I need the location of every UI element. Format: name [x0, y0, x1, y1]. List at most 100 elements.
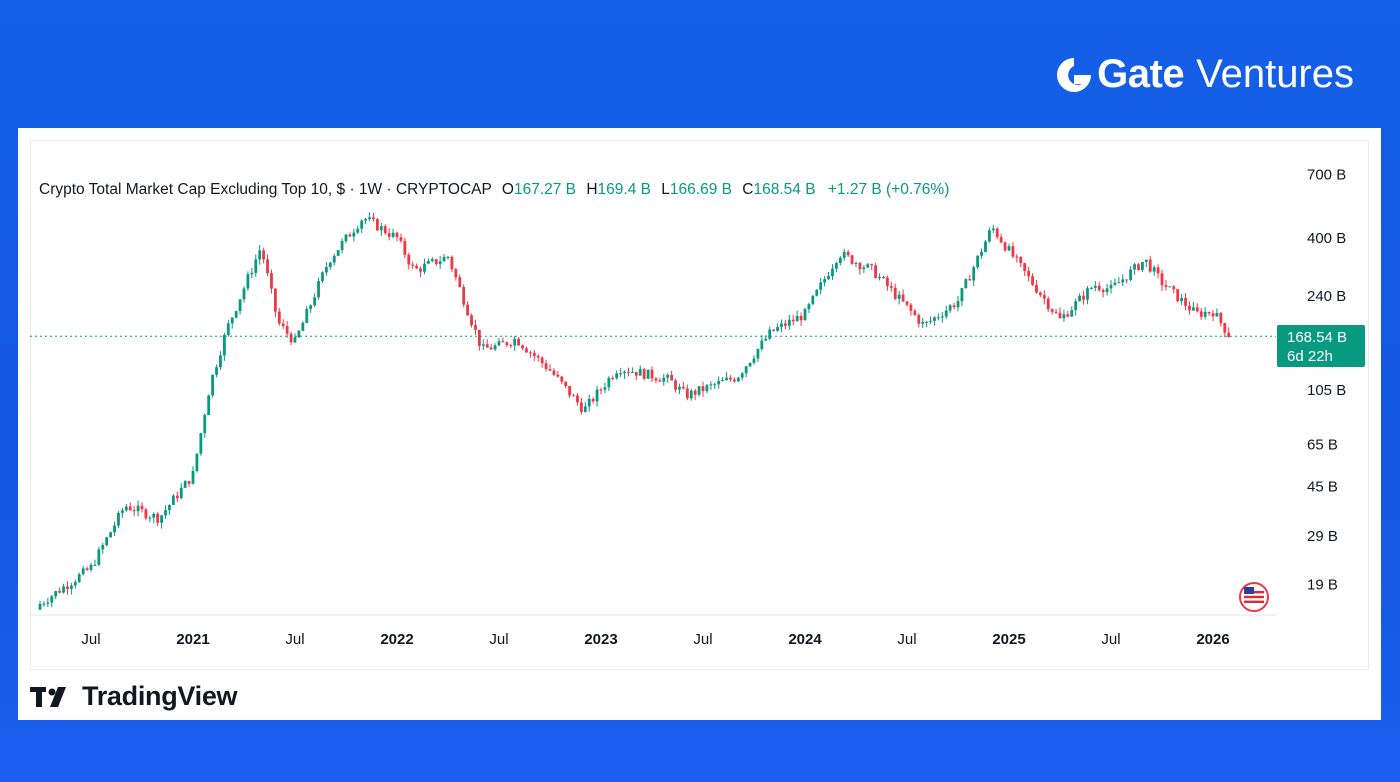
candle-body: [929, 320, 932, 322]
candle-body: [1070, 310, 1074, 317]
candle: [454, 267, 458, 281]
candle: [811, 295, 815, 306]
candle: [642, 368, 646, 381]
candle-body: [681, 386, 685, 389]
candle-body: [984, 241, 987, 253]
candle-body: [889, 286, 893, 288]
candle-body: [187, 481, 191, 484]
candle: [1184, 293, 1187, 311]
candle-body: [203, 415, 207, 434]
close-value: 168.54 B: [753, 181, 816, 198]
candle-body: [113, 525, 116, 533]
candle: [281, 319, 285, 329]
candle-body: [281, 323, 285, 327]
candle: [862, 265, 866, 273]
candle-body: [995, 228, 999, 238]
candle: [387, 228, 391, 241]
candle-body: [1109, 284, 1113, 289]
candle-body: [921, 322, 925, 324]
candle: [450, 255, 454, 273]
candle-body: [964, 279, 968, 289]
candle-body: [164, 510, 167, 516]
high-value: 169.4 B: [597, 181, 651, 198]
candle: [403, 237, 407, 259]
candle: [905, 301, 909, 307]
candle: [803, 307, 807, 321]
candle-body: [430, 259, 434, 262]
tradingview-logo[interactable]: TradingView: [30, 681, 238, 712]
candle-body: [736, 377, 740, 382]
candle: [1058, 307, 1062, 319]
x-tick-label: Jul: [489, 631, 508, 648]
candle: [222, 333, 226, 361]
candle-body: [615, 373, 619, 379]
candle-body: [799, 316, 803, 321]
candle-body: [866, 264, 870, 268]
candle-body: [332, 255, 336, 263]
candle-body: [1137, 264, 1140, 270]
candle-body: [709, 384, 713, 386]
candle: [219, 351, 222, 370]
candle-body: [226, 323, 230, 335]
candle-body: [897, 294, 901, 299]
candle-body: [266, 259, 269, 274]
candle-body: [611, 378, 615, 380]
candle-body: [823, 279, 827, 283]
candle-body: [128, 506, 132, 511]
candle: [866, 263, 870, 269]
candle: [611, 375, 615, 381]
candle: [807, 302, 811, 313]
candle: [1066, 310, 1070, 318]
candle-body: [234, 311, 238, 318]
candle: [897, 290, 901, 305]
candle: [164, 505, 167, 519]
candle: [438, 255, 442, 269]
candle: [93, 559, 97, 567]
candle-body: [674, 380, 677, 390]
candle: [509, 343, 513, 349]
candle: [583, 402, 587, 413]
candle: [430, 257, 434, 263]
candle-body: [913, 310, 917, 316]
candle-body: [324, 267, 328, 273]
candle-body: [50, 596, 54, 603]
candle-body: [1180, 297, 1184, 302]
change-value: +1.27 B (+0.76%): [827, 181, 950, 198]
candle: [713, 382, 717, 390]
candle-body: [42, 603, 46, 605]
candle: [1038, 291, 1042, 298]
candle: [740, 371, 744, 381]
candle-body: [705, 385, 709, 392]
chart-header: Crypto Total Market Cap Excluding Top 10…: [39, 181, 949, 199]
candle-body: [552, 370, 556, 375]
candle-body: [807, 304, 811, 310]
candle-body: [1160, 273, 1164, 286]
candle-body: [579, 402, 583, 413]
chart-canvas[interactable]: 700 B 400 B 240 B 105 B 65 B 45 B 29 B 19 B Jul…: [18, 128, 1381, 673]
x-tick-label: 2025: [992, 631, 1025, 648]
candle: [148, 515, 152, 523]
candle-body: [434, 259, 438, 265]
candle-body: [242, 288, 246, 300]
candle: [630, 367, 634, 374]
candle: [936, 313, 940, 321]
candle: [838, 256, 842, 266]
candle-body: [791, 319, 795, 322]
candle-body: [1097, 285, 1101, 290]
candle: [544, 359, 548, 372]
candle: [756, 348, 760, 363]
candle-body: [909, 304, 913, 311]
candle-body: [619, 373, 623, 375]
candle: [1156, 264, 1160, 279]
candle: [678, 383, 681, 395]
us-flag-icon[interactable]: [1239, 582, 1269, 612]
candle: [1148, 255, 1152, 273]
candle: [466, 301, 470, 316]
candle-body: [352, 232, 356, 237]
candle-body: [219, 355, 222, 368]
candle-body: [1038, 292, 1042, 296]
candle-body: [595, 389, 599, 402]
candles-group: [38, 212, 1231, 611]
candle-body: [446, 256, 450, 258]
candle-body: [697, 386, 701, 395]
